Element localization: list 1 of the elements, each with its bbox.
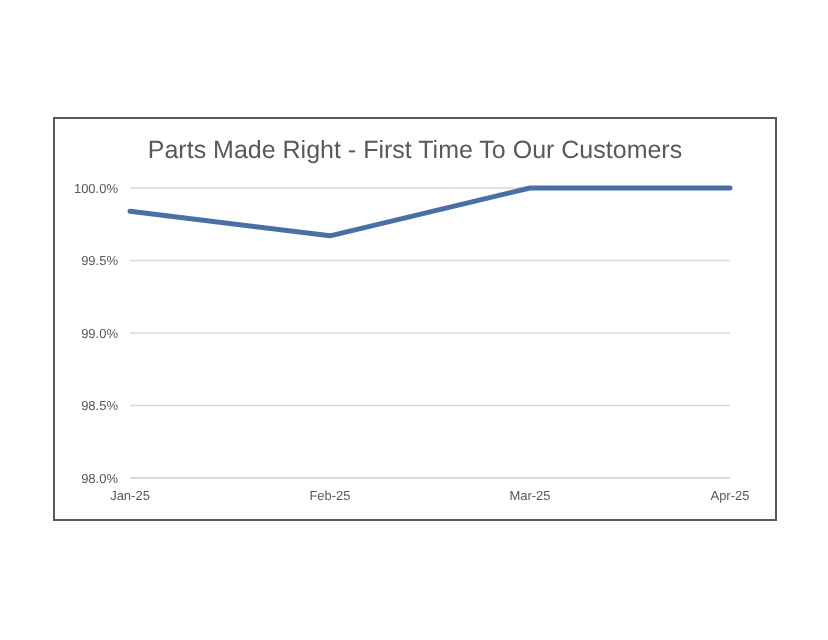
chart-title: Parts Made Right - First Time To Our Customers (147, 136, 683, 164)
